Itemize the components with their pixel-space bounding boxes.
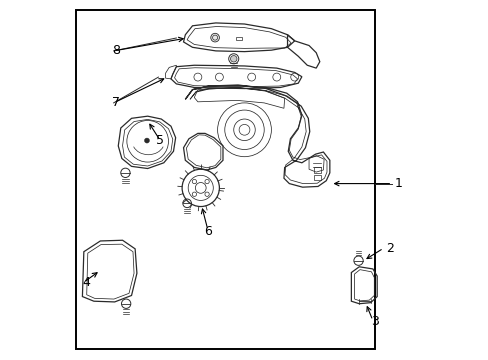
Text: 5: 5 bbox=[156, 134, 164, 147]
Text: 3: 3 bbox=[371, 315, 379, 328]
Bar bbox=[313, 167, 320, 173]
Text: 1: 1 bbox=[394, 177, 402, 190]
Text: 4: 4 bbox=[82, 276, 90, 289]
Text: 2: 2 bbox=[386, 242, 393, 255]
Bar bbox=[76, 10, 375, 348]
Bar bbox=[313, 175, 320, 180]
Text: 6: 6 bbox=[203, 225, 211, 238]
Bar bbox=[235, 37, 242, 40]
Circle shape bbox=[230, 55, 237, 62]
Circle shape bbox=[144, 138, 149, 143]
Text: 8: 8 bbox=[112, 44, 120, 57]
Circle shape bbox=[210, 33, 219, 42]
Text: 7: 7 bbox=[112, 96, 120, 109]
